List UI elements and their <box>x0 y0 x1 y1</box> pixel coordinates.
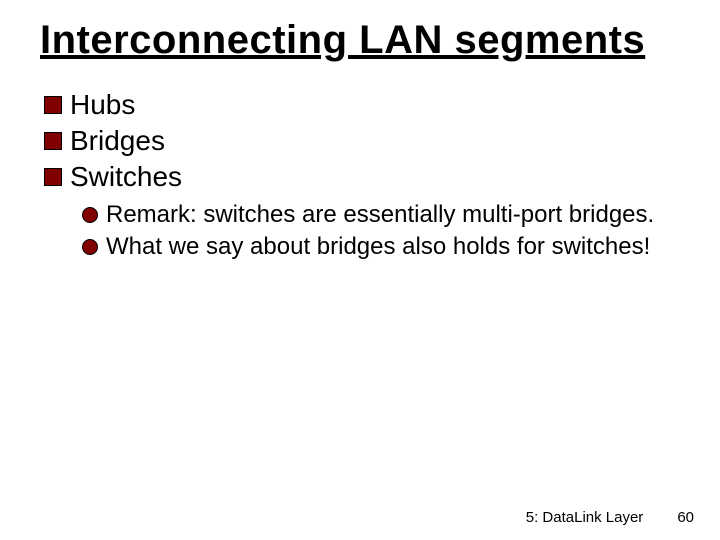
square-bullet-icon <box>44 132 62 150</box>
bullet-item: Bridges <box>44 124 680 158</box>
square-bullet-icon <box>44 96 62 114</box>
bullet-text: Switches <box>70 160 680 194</box>
circle-bullet-icon <box>82 207 98 223</box>
bullet-text: Hubs <box>70 88 680 122</box>
circle-bullet-icon <box>82 239 98 255</box>
slide-title: Interconnecting LAN segments <box>40 18 680 62</box>
sub-bullet-item: Remark: switches are essentially multi-p… <box>82 200 680 229</box>
bullet-item: Hubs <box>44 88 680 122</box>
slide: Interconnecting LAN segments Hubs Bridge… <box>0 0 720 540</box>
sub-bullet-text: What we say about bridges also holds for… <box>106 232 680 261</box>
footer-section: 5: DataLink Layer <box>526 509 644 526</box>
bullet-item: Switches <box>44 160 680 194</box>
bullet-list: Hubs Bridges Switches Remark: switches a… <box>44 88 680 261</box>
bullet-text: Bridges <box>70 124 680 158</box>
sub-bullet-text: Remark: switches are essentially multi-p… <box>106 200 680 229</box>
square-bullet-icon <box>44 168 62 186</box>
sub-bullet-list: Remark: switches are essentially multi-p… <box>82 200 680 261</box>
footer-page-number: 60 <box>677 509 694 526</box>
slide-footer: 5: DataLink Layer 60 <box>526 509 694 526</box>
sub-bullet-item: What we say about bridges also holds for… <box>82 232 680 261</box>
